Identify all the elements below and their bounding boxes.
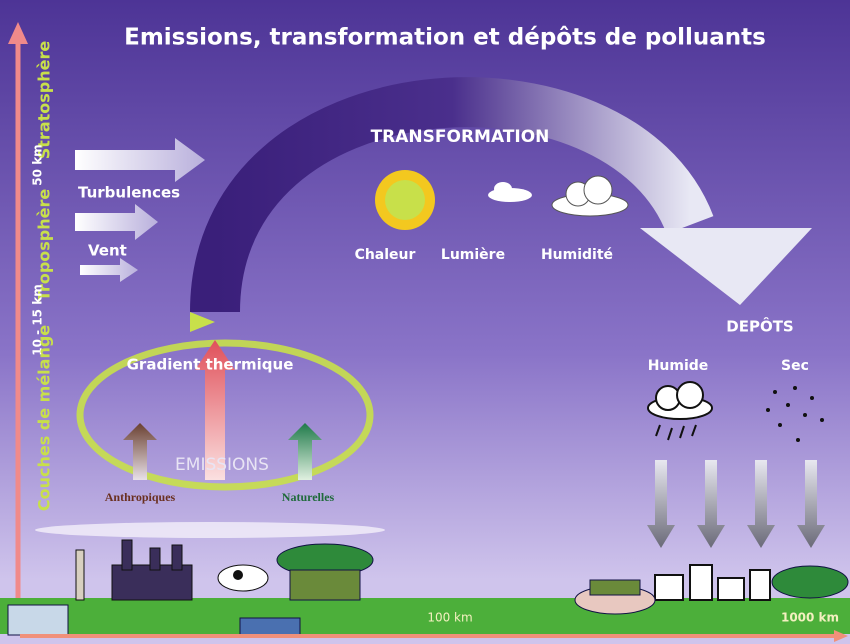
distance-label: 100 km [427,611,472,625]
turbulence-label: Turbulences [78,184,180,202]
cow [217,564,269,592]
light-label: Lumière [441,247,505,263]
cloud [551,175,629,217]
anthropogenic-label: Anthropiques [105,490,176,504]
anthropogenic-arrow [123,423,157,480]
thermal-arrow [195,340,235,480]
deposition-arrows [647,460,825,548]
city [654,564,771,601]
transformation-title: TRANSFORMATION [371,127,550,147]
natural-arrow [288,423,322,480]
rain-cloud [647,381,713,420]
emissions-title: EMISSIONS [175,455,269,475]
transport-arc [190,77,714,313]
altitude-axis-head [8,22,28,44]
dry-label: Sec [781,358,809,374]
ground [0,598,850,634]
arc-head [640,228,812,305]
heat-label: Chaleur [355,247,416,263]
distance-axis-head [834,630,848,642]
wind-arrow [75,138,205,182]
trees [276,543,374,601]
cloud [488,182,532,202]
factory [75,539,193,601]
deposition-title: DEPÔTS [726,317,793,336]
title: Emissions, transformation et dépôts de p… [124,25,766,51]
haze [35,522,385,538]
rain [655,424,697,441]
sun [375,170,435,230]
dry-particles [766,386,824,442]
mixing-layer-label: Couches de mélange [35,325,54,511]
wind-arrow [80,258,138,282]
natural-label: Naturelles [282,490,335,504]
swirl-head [190,312,215,332]
troposphere-label: Troposphère [35,189,54,302]
field [574,565,849,615]
wind-arrow [75,204,158,240]
distance-label: 1000 km [781,611,839,625]
stratosphere-label: Stratosphère [35,41,54,160]
wind-label: Vent [88,242,127,260]
height-label: 10 - 15 km [31,284,45,355]
mixing-swirl [76,339,374,491]
humidity-label: Humidité [541,247,613,263]
height-label: 50 km [31,144,45,185]
wet-label: Humide [648,358,709,374]
thermal-gradient-label: Gradient thermique [127,356,294,374]
